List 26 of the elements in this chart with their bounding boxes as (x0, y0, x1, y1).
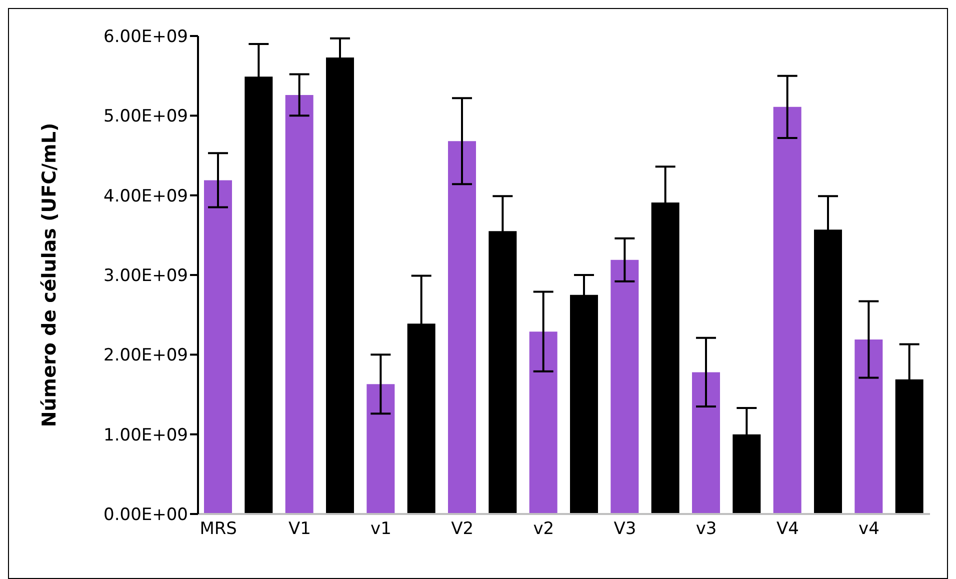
y-tick-label: 4.00E+09 (104, 186, 188, 206)
y-tick-label: 3.00E+09 (104, 266, 188, 286)
y-tick-label: 1.00E+09 (104, 425, 188, 446)
bar (204, 180, 232, 514)
y-tick-label: 6.00E+09 (104, 27, 188, 48)
x-tick-label: v2 (533, 519, 554, 540)
bar (610, 260, 639, 514)
x-tick-label: v4 (858, 519, 880, 540)
bar (529, 332, 558, 514)
y-axis-title: Número de células (UFC/mL) (38, 122, 61, 428)
bar (366, 384, 395, 514)
bar (448, 141, 476, 514)
y-tick-label: 2.00E+09 (104, 346, 188, 366)
bar (773, 106, 802, 514)
x-tick-label: MRS (200, 519, 237, 540)
y-tick-label: 0.00E+00 (104, 505, 188, 526)
x-tick-label: v1 (370, 519, 392, 540)
x-tick-label: v3 (696, 519, 717, 540)
bar (285, 94, 314, 514)
bar (854, 340, 883, 514)
x-tick-label: V1 (288, 519, 311, 540)
bar (692, 372, 720, 514)
x-tick-label: V2 (451, 519, 474, 540)
y-tick-label: 5.00E+09 (104, 106, 188, 127)
x-tick-label: V4 (776, 519, 799, 540)
x-tick-label: V3 (614, 519, 636, 540)
